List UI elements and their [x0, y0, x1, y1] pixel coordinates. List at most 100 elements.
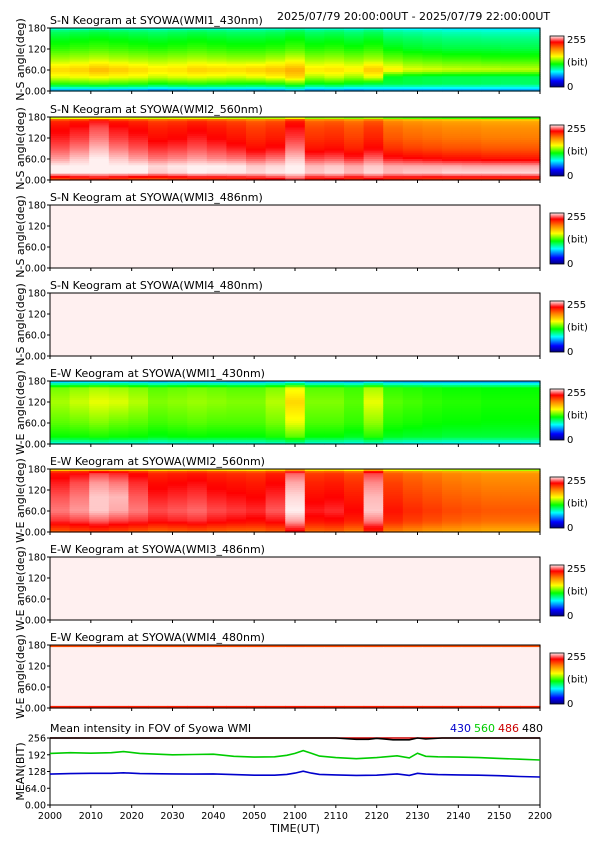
heatmap-cell: [148, 249, 169, 252]
heatmap-cell: [246, 561, 267, 564]
heatmap-cell: [226, 265, 247, 269]
heatmap-cell: [265, 490, 286, 493]
heatmap-cell: [187, 427, 208, 430]
heatmap-cell: [89, 349, 110, 353]
heatmap-cell: [500, 70, 521, 73]
heatmap-cell: [285, 399, 306, 403]
heatmap-cell: [148, 335, 169, 338]
heatmap-cell: [167, 131, 188, 135]
heatmap-cell: [304, 559, 325, 562]
heatmap-cell: [324, 311, 345, 315]
heatmap-cell: [206, 515, 227, 518]
heatmap-cell: [481, 343, 502, 347]
heatmap-cell: [69, 341, 90, 344]
heatmap-cell: [89, 412, 110, 416]
heatmap-cell: [148, 431, 169, 435]
heatmap-cell: [187, 412, 208, 416]
heatmap-cell: [69, 519, 90, 523]
heatmap-cell: [500, 500, 521, 504]
heatmap-cell: [69, 383, 90, 386]
heatmap-cell: [206, 492, 227, 495]
heatmap-cell: [167, 67, 188, 71]
heatmap-cell: [246, 249, 267, 252]
heatmap-cell: [265, 249, 286, 252]
heatmap-cell: [304, 341, 325, 344]
heatmap-cell: [500, 84, 521, 88]
heatmap-cell: [226, 527, 247, 531]
heatmap-cell: [148, 477, 169, 481]
heatmap-cell: [89, 389, 110, 393]
heatmap-cell: [50, 232, 71, 235]
heatmap-cell: [422, 347, 443, 351]
heatmap-cell: [285, 234, 306, 238]
heatmap-cell: [304, 67, 325, 71]
heatmap-cell: [89, 205, 110, 208]
heatmap-cell: [148, 508, 169, 512]
heatmap-cell: [226, 561, 247, 564]
heatmap-cell: [128, 293, 149, 296]
heatmap-cell: [363, 59, 384, 63]
heatmap-cell: [50, 303, 71, 307]
heatmap-cell: [50, 389, 71, 393]
heatmap-cell: [442, 437, 463, 441]
heatmap-cell: [442, 293, 463, 296]
heatmap-cell: [246, 481, 267, 485]
heatmap-cell: [344, 519, 365, 523]
heatmap-cell: [167, 217, 188, 221]
heatmap-cell: [108, 389, 129, 393]
heatmap-cell: [402, 513, 423, 516]
heatmap-cell: [500, 234, 521, 238]
heatmap-cell: [167, 251, 188, 254]
heatmap-cell: [108, 423, 129, 426]
heatmap-cell: [344, 30, 365, 33]
heatmap-cell: [442, 575, 463, 579]
heatmap-cell: [89, 439, 110, 443]
colorbar-min-label: 0: [567, 435, 573, 446]
heatmap-cell: [344, 67, 365, 71]
heatmap-cell: [344, 485, 365, 489]
heatmap-cell: [50, 521, 71, 525]
heatmap-cell: [324, 341, 345, 344]
heatmap-cell: [442, 427, 463, 430]
heatmap-cell: [461, 485, 482, 489]
heatmap-cell: [442, 247, 463, 250]
heatmap-cell: [304, 318, 325, 321]
heatmap-cell: [226, 242, 247, 246]
heatmap-cell: [148, 439, 169, 443]
heatmap-cell: [402, 431, 423, 435]
heatmap-cell: [167, 129, 188, 133]
heatmap-cell: [422, 228, 443, 231]
heatmap-cell: [246, 72, 267, 75]
heatmap-cell: [520, 72, 541, 75]
heatmap-cell: [206, 129, 227, 133]
heatmap-cell: [167, 353, 188, 357]
heatmap-cell: [481, 395, 502, 399]
heatmap-cell: [304, 263, 325, 267]
heatmap-cell: [206, 84, 227, 88]
heatmap-cell: [304, 238, 325, 242]
heatmap-cell: [167, 311, 188, 315]
heatmap-cell: [167, 205, 188, 208]
heatmap-cell: [50, 506, 71, 510]
heatmap-cell: [442, 51, 463, 54]
heatmap-cell: [363, 67, 384, 71]
y-tick-label: 180: [28, 377, 46, 388]
heatmap-cell: [402, 399, 423, 403]
heatmap-cell: [128, 301, 149, 305]
heatmap-cell: [422, 295, 443, 298]
heatmap-cell: [383, 67, 404, 71]
heatmap-cell: [187, 582, 208, 585]
heatmap-cell: [246, 209, 267, 212]
heatmap-cell: [304, 483, 325, 487]
heatmap-cell: [187, 328, 208, 332]
heatmap-cell: [422, 265, 443, 269]
heatmap-cell: [89, 418, 110, 422]
heatmap-cell: [461, 515, 482, 518]
heatmap-cell: [363, 32, 384, 35]
heatmap-cell: [383, 59, 404, 63]
heatmap-cell: [461, 213, 482, 217]
heatmap-cell: [344, 322, 365, 326]
heatmap-cell: [108, 301, 129, 305]
heatmap-cell: [363, 423, 384, 426]
heatmap-cell: [128, 519, 149, 523]
